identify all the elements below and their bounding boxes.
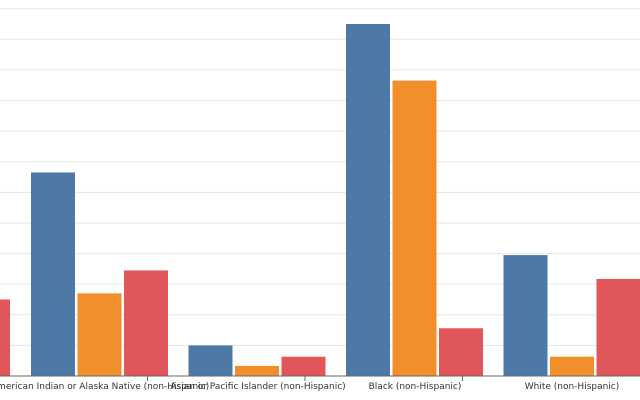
bar-partial-left (0, 299, 10, 376)
bar-series-1-cat-0 (31, 172, 75, 376)
bar-series-3-cat-1 (281, 356, 326, 376)
bar-series-3-cat-3 (596, 278, 640, 376)
bar-series-1-cat-3 (503, 255, 548, 376)
bar-series-3-cat-0 (124, 270, 168, 376)
category-label-american-indian: American Indian or Alaska Native (non-Hi… (0, 382, 209, 392)
bar-series-2-cat-3 (550, 356, 594, 376)
bar-series-2-cat-0 (77, 293, 122, 376)
bar-series-2-cat-1 (235, 365, 279, 376)
bar-series-2-cat-2 (392, 80, 437, 376)
category-label-asian-pacific-islander: Asian or Pacific Islander (non-Hispanic) (170, 382, 345, 392)
category-label-black: Black (non-Hispanic) (369, 382, 462, 392)
bar-series-1-cat-1 (188, 345, 233, 376)
bar-series-3-cat-2 (439, 328, 483, 376)
bars (0, 24, 640, 376)
x-axis-ticks (147, 376, 463, 381)
bar-series-1-cat-2 (346, 24, 390, 376)
category-label-white: White (non-Hispanic) (525, 382, 620, 392)
